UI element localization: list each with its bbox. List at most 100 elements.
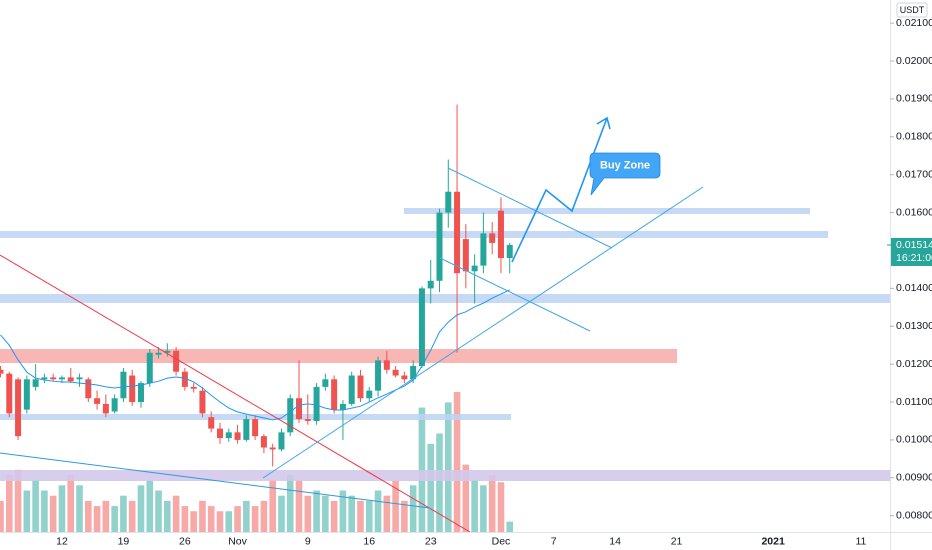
volume-layer: [0, 392, 514, 532]
volume-bar: [348, 495, 355, 532]
volume-bar: [0, 500, 4, 532]
candle-body: [366, 390, 373, 399]
candle-body: [383, 360, 390, 370]
volume-bar: [111, 506, 118, 532]
support-zone: [0, 231, 828, 238]
arrow-head: [596, 116, 611, 130]
volume-bar: [427, 443, 435, 532]
volume-bar: [471, 480, 478, 532]
volume-bar: [146, 480, 154, 532]
candle-body: [357, 375, 364, 399]
candle-body: [454, 191, 461, 274]
candle-body: [278, 432, 285, 450]
candle-body: [23, 379, 30, 410]
candle-body: [304, 419, 311, 421]
candle-body: [15, 379, 22, 437]
candle-body: [67, 377, 74, 382]
support-zone: [0, 294, 890, 303]
candle-body: [287, 398, 294, 433]
volume-bar: [401, 500, 408, 532]
x-tick-label: 16: [363, 535, 375, 547]
trend-line: [0, 254, 471, 532]
volume-bar: [480, 485, 487, 532]
volume-bar: [199, 500, 206, 532]
volume-bar: [67, 474, 75, 532]
last-price-label: 0.015145: [896, 239, 932, 251]
x-tick-label: Dec: [492, 535, 511, 547]
volume-bar: [243, 500, 250, 532]
candle-body: [436, 212, 443, 281]
last-price-box: [891, 237, 932, 266]
volume-bar: [409, 485, 417, 532]
volume-bar: [164, 500, 171, 532]
volume-bar: [322, 495, 329, 532]
candle-body: [234, 432, 241, 440]
candle-body: [471, 265, 478, 272]
plot-area: Buy Zone: [0, 104, 890, 532]
candle-body: [392, 369, 399, 376]
x-tick-label: 9: [305, 535, 311, 547]
volume-bar: [497, 482, 505, 532]
volume-bar: [49, 495, 57, 532]
volume-bar: [32, 480, 39, 532]
volume-bar: [304, 495, 312, 532]
volume-bar: [76, 485, 83, 532]
volume-bar: [102, 500, 110, 532]
volume-bar: [41, 490, 48, 532]
candle-body: [322, 379, 329, 387]
volume-bar: [357, 500, 364, 532]
candle-body: [410, 366, 417, 380]
volume-bar: [190, 511, 197, 532]
candle-body: [269, 447, 276, 450]
volume-bar: [207, 506, 215, 532]
candle-body: [217, 428, 223, 439]
volume-bar: [392, 480, 399, 532]
candle-body: [6, 373, 13, 414]
candle-body: [462, 239, 469, 272]
volume-bar: [5, 474, 13, 532]
volume-bar: [365, 500, 373, 532]
moving-average: [0, 289, 510, 421]
candle-body: [129, 375, 136, 403]
candle-body: [173, 350, 180, 372]
candle-body: [111, 398, 118, 412]
x-tick-label: 11: [855, 535, 866, 547]
volume-bar: [93, 506, 101, 532]
candle-body: [76, 377, 83, 380]
x-tick-label: 2021: [761, 535, 785, 547]
volume-bar: [216, 511, 224, 532]
candle-body: [506, 244, 513, 259]
candle-body: [94, 398, 101, 404]
volume-bar: [488, 474, 496, 532]
volume-bar: [234, 506, 241, 532]
volume-bar: [23, 490, 31, 532]
volume-bar: [286, 474, 294, 532]
candle-body: [401, 375, 408, 380]
volume-bar: [374, 490, 382, 532]
callout: [589, 152, 661, 196]
volume-bar: [14, 469, 22, 532]
candle-body: [489, 233, 496, 243]
channel-line: [439, 257, 591, 332]
x-tick-label: 19: [118, 535, 130, 547]
y-tick-label: 0.008000: [896, 509, 932, 521]
candle-body: [296, 398, 303, 420]
x-tick-label: 7: [551, 535, 557, 547]
volume-bar: [278, 495, 285, 532]
candle-body: [243, 419, 250, 440]
candle-body: [146, 352, 153, 384]
candle-body: [137, 383, 144, 403]
volume-bar: [383, 495, 391, 532]
x-tick-label: Nov: [228, 535, 247, 547]
volume-bar: [225, 511, 233, 532]
